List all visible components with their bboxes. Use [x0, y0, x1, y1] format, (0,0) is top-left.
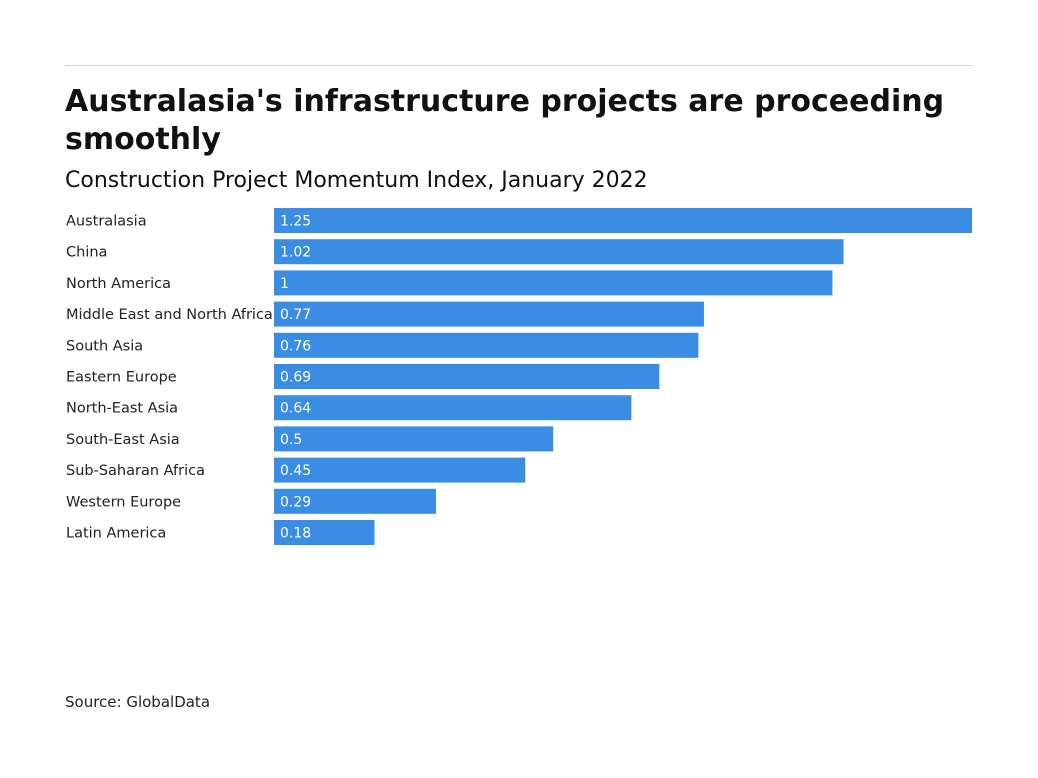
bar [274, 488, 436, 514]
bar [274, 395, 632, 421]
top-divider [65, 65, 973, 66]
value-label: 0.64 [280, 401, 311, 417]
category-label: China [66, 245, 107, 261]
bar [274, 301, 704, 327]
bar [274, 520, 375, 545]
category-label: Eastern Europe [66, 370, 177, 386]
category-label: Latin America [66, 526, 166, 542]
bar [274, 270, 833, 296]
category-label: South-East Asia [66, 432, 180, 448]
value-label: 0.45 [280, 463, 311, 479]
bar [274, 332, 699, 358]
bar [274, 426, 554, 452]
value-label: 1.25 [280, 214, 311, 230]
bars-group: Australasia 1.25 China 1.02 North America 1 Mi… [66, 208, 972, 545]
value-label: 0.18 [280, 526, 311, 542]
category-label: Western Europe [66, 494, 181, 510]
value-label: 0.5 [280, 432, 302, 448]
value-label: 1.02 [280, 245, 311, 261]
chart-subtitle: Construction Project Momentum Index, Jan… [65, 168, 648, 193]
chart-title: Australasia's infrastructure projects ar… [65, 84, 945, 157]
category-label: Middle East and North Africa [66, 307, 273, 323]
bar [274, 457, 526, 483]
value-label: 0.29 [280, 494, 311, 510]
category-label: Sub-Saharan Africa [66, 463, 205, 479]
category-label: Australasia [66, 214, 147, 230]
category-label: South Asia [66, 338, 143, 354]
value-label: 1 [280, 276, 289, 292]
category-label: North America [66, 276, 171, 292]
bar [274, 239, 844, 265]
bar [274, 364, 660, 389]
category-label: North-East Asia [66, 401, 178, 417]
bar [274, 208, 972, 233]
value-label: 0.77 [280, 307, 311, 323]
value-label: 0.69 [280, 370, 311, 386]
source-note: Source: GlobalData [65, 693, 211, 711]
value-label: 0.76 [280, 338, 311, 354]
